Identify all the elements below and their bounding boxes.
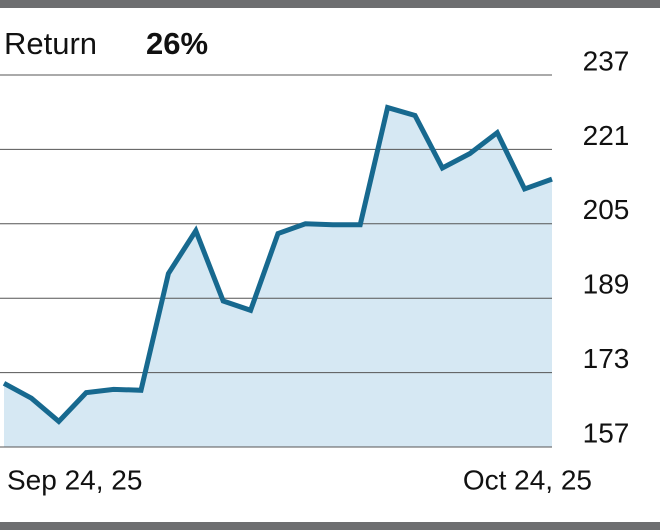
y-tick-label: 237 (583, 45, 630, 76)
x-tick-label: Sep 24, 25 (7, 464, 142, 495)
return-value: 26% (146, 26, 208, 61)
y-tick-label: 157 (583, 417, 630, 448)
area (4, 107, 552, 448)
x-tick-label: Oct 24, 25 (463, 464, 592, 495)
top-bar (0, 0, 660, 8)
y-tick-label: 173 (583, 343, 630, 374)
y-tick-label: 189 (583, 269, 630, 300)
bottom-bar (0, 522, 660, 530)
line (2, 104, 553, 425)
y-tick-label: 221 (583, 120, 630, 151)
y-tick-label: 205 (583, 194, 630, 225)
chart-title: Return (4, 26, 97, 61)
